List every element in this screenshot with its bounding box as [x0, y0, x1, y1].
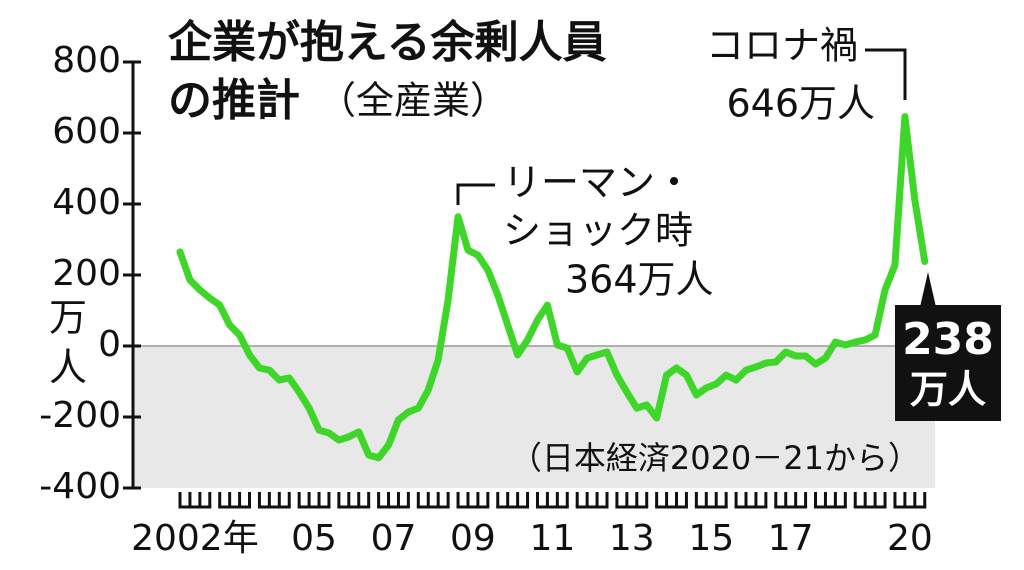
y-tick-label: -200	[39, 395, 121, 436]
y-tick-label: -400	[39, 466, 121, 507]
annotation: 364万人	[565, 258, 714, 302]
label-box	[895, 305, 1001, 421]
x-tick-label: 09	[450, 518, 496, 559]
y-tick-label: 800	[52, 40, 121, 81]
chart-subtitle: （全産業）	[318, 79, 508, 123]
chart-title: 企業が抱える余剰人員	[168, 17, 607, 68]
annotation: ショック時	[503, 209, 693, 253]
y-tick-label: 400	[52, 182, 121, 223]
annotation: 238	[902, 314, 994, 365]
y-tick-label: 0	[98, 324, 121, 365]
y-label: 人	[49, 346, 87, 390]
x-tick-label: 2002年	[131, 518, 259, 559]
x-tick-label: 05	[291, 518, 337, 559]
x-tick-label: 11	[529, 518, 575, 559]
x-tick-label: 07	[371, 518, 417, 559]
chart-title: の推計	[168, 75, 300, 126]
pointer	[920, 272, 936, 307]
leader	[456, 183, 495, 205]
y-tick-label: 200	[52, 253, 121, 294]
annotation: 万人	[910, 368, 986, 412]
x-tick-label: 13	[609, 518, 655, 559]
source: （日本経済2020－21から）	[510, 439, 920, 477]
x-tick-label: 15	[688, 518, 734, 559]
x-tick-label: 17	[768, 518, 814, 559]
annotation: 646万人	[726, 82, 875, 126]
line	[176, 113, 929, 462]
x-tick-label: 20	[887, 518, 933, 559]
annotation: コロナ禍	[706, 24, 858, 68]
y-tick-label: 600	[52, 111, 121, 152]
leader	[865, 48, 907, 100]
y-label: 万	[49, 296, 87, 340]
annotation: リーマン・	[503, 161, 693, 205]
